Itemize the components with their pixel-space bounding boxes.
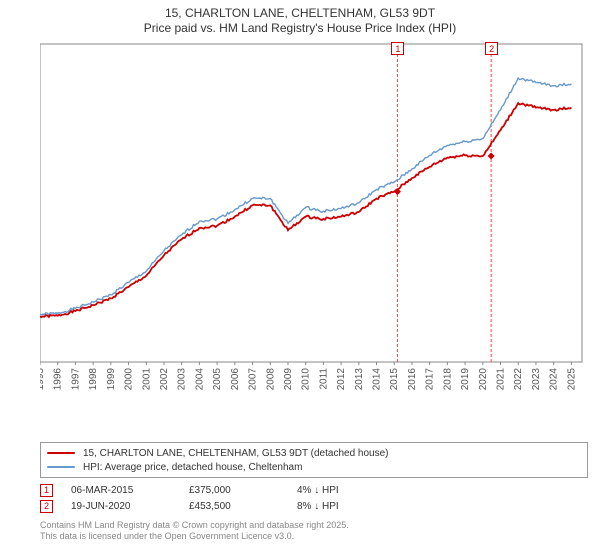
sale-date: 06-MAR-2015 xyxy=(71,485,171,496)
legend: 15, CHARLTON LANE, CHELTENHAM, GL53 9DT … xyxy=(40,442,588,478)
svg-text:2004: 2004 xyxy=(194,368,205,391)
svg-text:1998: 1998 xyxy=(88,368,99,391)
svg-text:2010: 2010 xyxy=(301,368,312,391)
sale-date: 19-JUN-2020 xyxy=(71,501,171,512)
sale-index-box: 2 xyxy=(40,500,53,513)
svg-text:2003: 2003 xyxy=(177,368,188,391)
svg-text:2019: 2019 xyxy=(460,368,471,391)
svg-text:2006: 2006 xyxy=(230,368,241,391)
svg-text:1996: 1996 xyxy=(53,368,64,391)
hpi-line xyxy=(40,78,571,315)
title-subtitle: Price paid vs. HM Land Registry's House … xyxy=(0,21,600,36)
svg-text:2016: 2016 xyxy=(407,368,418,391)
footer-line2: This data is licensed under the Open Gov… xyxy=(40,531,349,542)
sale-row-0: 1 06-MAR-2015 £375,000 4% ↓ HPI xyxy=(40,482,387,498)
sale-marker xyxy=(394,188,401,195)
legend-label: HPI: Average price, detached house, Chel… xyxy=(83,462,302,473)
sale-diff: 8% ↓ HPI xyxy=(297,501,387,512)
svg-text:2024: 2024 xyxy=(549,368,560,391)
legend-row-1: HPI: Average price, detached house, Chel… xyxy=(47,460,581,474)
sale-price: £453,500 xyxy=(189,501,279,512)
sale-diff: 4% ↓ HPI xyxy=(297,485,387,496)
sale-annotation-2: 2 xyxy=(485,42,498,55)
legend-row-0: 15, CHARLTON LANE, CHELTENHAM, GL53 9DT … xyxy=(47,446,581,460)
sale-row-1: 2 19-JUN-2020 £453,500 8% ↓ HPI xyxy=(40,498,387,514)
svg-text:1997: 1997 xyxy=(70,368,81,391)
svg-text:2001: 2001 xyxy=(141,368,152,391)
svg-text:2014: 2014 xyxy=(372,368,383,391)
svg-text:1995: 1995 xyxy=(40,368,46,391)
sale-marker xyxy=(488,152,495,159)
svg-text:2020: 2020 xyxy=(478,368,489,391)
svg-text:1999: 1999 xyxy=(106,368,117,391)
chart-title: 15, CHARLTON LANE, CHELTENHAM, GL53 9DT … xyxy=(0,0,600,36)
plot-area: £0£100K£200K£300K£400K£500K£600K£700K199… xyxy=(40,40,588,400)
svg-text:2005: 2005 xyxy=(212,368,223,391)
sale-index-box: 1 xyxy=(40,484,53,497)
svg-text:2013: 2013 xyxy=(354,368,365,391)
svg-text:2007: 2007 xyxy=(248,368,259,391)
svg-text:2011: 2011 xyxy=(318,368,329,390)
svg-text:2018: 2018 xyxy=(442,368,453,391)
price-paid-line xyxy=(40,103,571,317)
sale-annotation-1: 1 xyxy=(391,42,404,55)
chart-svg: £0£100K£200K£300K£400K£500K£600K£700K199… xyxy=(40,40,588,400)
svg-text:2012: 2012 xyxy=(336,368,347,391)
legend-label: 15, CHARLTON LANE, CHELTENHAM, GL53 9DT … xyxy=(83,448,389,459)
sales-table: 1 06-MAR-2015 £375,000 4% ↓ HPI 2 19-JUN-2020… xyxy=(40,482,387,514)
svg-text:2002: 2002 xyxy=(159,368,170,391)
svg-text:2025: 2025 xyxy=(566,368,577,391)
chart-container: 15, CHARLTON LANE, CHELTENHAM, GL53 9DT … xyxy=(0,0,600,560)
svg-text:2000: 2000 xyxy=(124,368,135,391)
title-address: 15, CHARLTON LANE, CHELTENHAM, GL53 9DT xyxy=(0,6,600,21)
svg-text:2015: 2015 xyxy=(389,368,400,391)
sale-price: £375,000 xyxy=(189,485,279,496)
svg-text:2009: 2009 xyxy=(283,368,294,391)
legend-swatch xyxy=(47,466,75,467)
svg-text:2022: 2022 xyxy=(513,368,524,391)
svg-text:2008: 2008 xyxy=(265,368,276,391)
legend-swatch xyxy=(47,452,75,454)
svg-text:2021: 2021 xyxy=(496,368,507,391)
svg-text:2017: 2017 xyxy=(425,368,436,391)
footer-line1: Contains HM Land Registry data © Crown c… xyxy=(40,520,349,531)
svg-text:2023: 2023 xyxy=(531,368,542,391)
footer: Contains HM Land Registry data © Crown c… xyxy=(40,520,349,543)
